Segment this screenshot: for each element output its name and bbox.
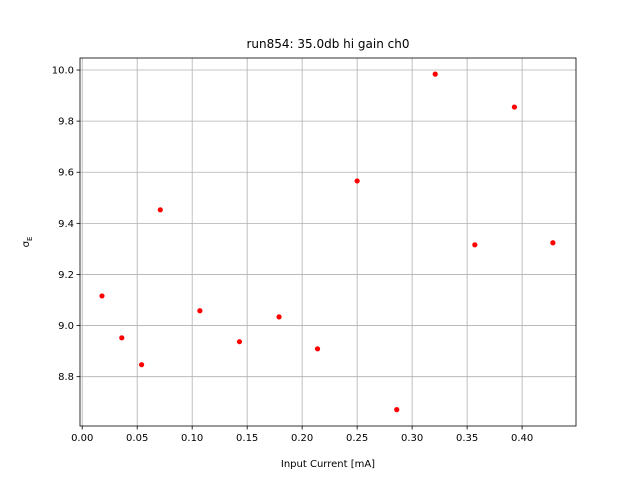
x-tick-label: 0.15 — [236, 433, 258, 444]
point — [550, 240, 556, 246]
point — [99, 293, 105, 299]
y-tick-label: 9.0 — [58, 321, 74, 332]
point — [314, 346, 321, 352]
y-tick-label: 9.6 — [58, 168, 74, 179]
x-tick-label: 0.05 — [126, 433, 148, 444]
point — [432, 71, 438, 77]
x-axis-label: Input Current [mA] — [281, 459, 375, 470]
y-tick-label: 10.0 — [52, 66, 74, 77]
y-axis-label-symbol: σ — [21, 240, 32, 247]
y-axis-label-subscript: E — [26, 237, 34, 241]
x-tick-label: 0.25 — [346, 433, 368, 444]
x-tick-label: 0.40 — [511, 433, 533, 444]
point — [157, 207, 163, 213]
y-axis-label: σE — [21, 237, 34, 248]
point — [472, 242, 478, 248]
y-tick-label: 8.8 — [58, 372, 74, 383]
chart-title: run854: 35.0db hi gain ch0 — [247, 37, 410, 51]
x-tick-label: 0.30 — [401, 433, 423, 444]
x-tick-label: 0.10 — [181, 433, 203, 444]
x-tick-label: 0.20 — [291, 433, 313, 444]
point — [138, 362, 145, 368]
point — [394, 407, 400, 413]
point — [511, 104, 518, 110]
point — [276, 314, 282, 320]
x-tick-label: 0.00 — [71, 433, 93, 444]
point — [354, 178, 360, 184]
x-tick-label: 0.35 — [456, 433, 478, 444]
y-tick-label: 9.4 — [58, 219, 74, 230]
y-tick-label: 9.8 — [58, 117, 74, 128]
point — [236, 339, 243, 345]
plot-frame — [79, 57, 577, 427]
y-tick-label: 9.2 — [58, 270, 74, 281]
point — [119, 335, 125, 341]
point — [197, 308, 203, 314]
